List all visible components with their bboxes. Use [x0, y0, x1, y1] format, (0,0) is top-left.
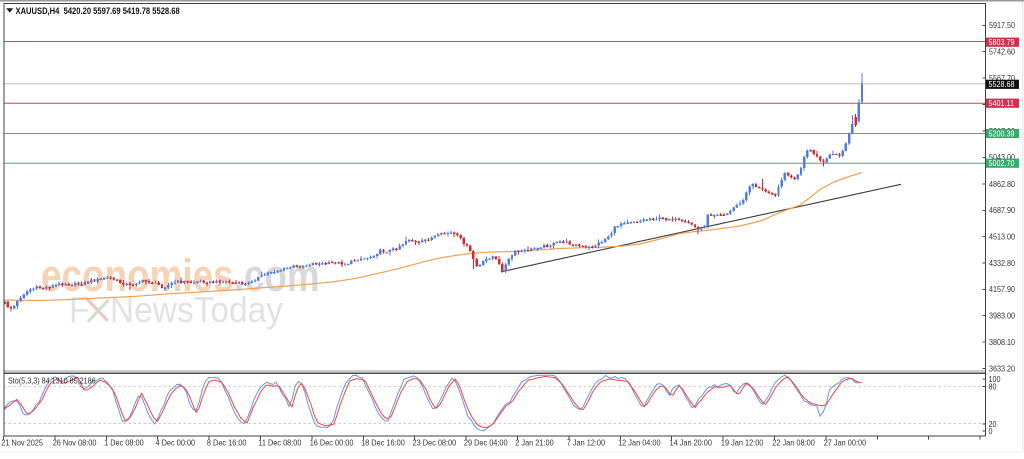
svg-text:4157.90: 4157.90: [989, 285, 1015, 294]
svg-text:4687.90: 4687.90: [989, 206, 1015, 215]
svg-text:Sto(5,3,3) 84.1310 85.2186: Sto(5,3,3) 84.1310 85.2186: [8, 376, 96, 385]
svg-text:14 Jan 20:00: 14 Jan 20:00: [670, 438, 712, 447]
svg-text:5200.39: 5200.39: [989, 129, 1015, 138]
svg-text:27 Jan 00:00: 27 Jan 00:00: [824, 438, 866, 447]
svg-text:12 Jan 04:00: 12 Jan 04:00: [618, 438, 660, 447]
svg-text:11 Dec 08:00: 11 Dec 08:00: [258, 438, 301, 447]
svg-text:0: 0: [989, 426, 993, 435]
svg-text:2 Jan 21:00: 2 Jan 21:00: [515, 438, 553, 447]
svg-text:3983.00: 3983.00: [989, 311, 1015, 320]
svg-text:26 Nov 08:00: 26 Nov 08:00: [53, 438, 97, 447]
svg-text:4 Dec 00:00: 4 Dec 00:00: [156, 438, 196, 447]
svg-text:80: 80: [989, 382, 997, 391]
svg-text:23 Dec 08:00: 23 Dec 08:00: [413, 438, 457, 447]
svg-text:5043.00: 5043.00: [989, 153, 1015, 162]
svg-text:1 Dec 08:00: 1 Dec 08:00: [104, 438, 144, 447]
svg-text:5917.50: 5917.50: [989, 21, 1015, 30]
svg-text:8 Dec 16:00: 8 Dec 16:00: [207, 438, 247, 447]
svg-text:21 Nov 2025: 21 Nov 2025: [1, 438, 43, 447]
svg-text:XAUUSD,H4 5420.20 5597.69 541: XAUUSD,H4 5420.20 5597.69 5419.78 5528.6…: [16, 5, 180, 16]
svg-text:economies.com: economies.com: [41, 251, 320, 301]
svg-text:5803.79: 5803.79: [989, 38, 1015, 47]
svg-text:4513.00: 4513.00: [989, 232, 1015, 241]
svg-text:5528.68: 5528.68: [989, 80, 1015, 89]
svg-text:5567.70: 5567.70: [989, 74, 1015, 83]
svg-text:22 Jan 08:00: 22 Jan 08:00: [772, 438, 814, 447]
svg-text:19 Jan 12:00: 19 Jan 12:00: [721, 438, 763, 447]
svg-text:3633.20: 3633.20: [989, 364, 1015, 373]
svg-text:F: F: [69, 291, 89, 330]
svg-text:4862.80: 4862.80: [989, 180, 1015, 189]
svg-text:3808.10: 3808.10: [989, 338, 1015, 347]
svg-text:5002.70: 5002.70: [989, 159, 1015, 168]
svg-text:4332.80: 4332.80: [989, 258, 1015, 267]
svg-text:29 Dec 04:00: 29 Dec 04:00: [464, 438, 508, 447]
svg-text:100: 100: [989, 375, 1001, 384]
svg-text:5742.60: 5742.60: [989, 47, 1015, 56]
svg-text:NewsToday: NewsToday: [110, 291, 284, 330]
svg-text:16 Dec 00:00: 16 Dec 00:00: [310, 438, 354, 447]
svg-text:20: 20: [989, 420, 997, 429]
svg-text:7 Jan 12:00: 7 Jan 12:00: [567, 438, 605, 447]
svg-text:5401.11: 5401.11: [989, 99, 1014, 108]
svg-text:18 Dec 16:00: 18 Dec 16:00: [361, 438, 405, 447]
